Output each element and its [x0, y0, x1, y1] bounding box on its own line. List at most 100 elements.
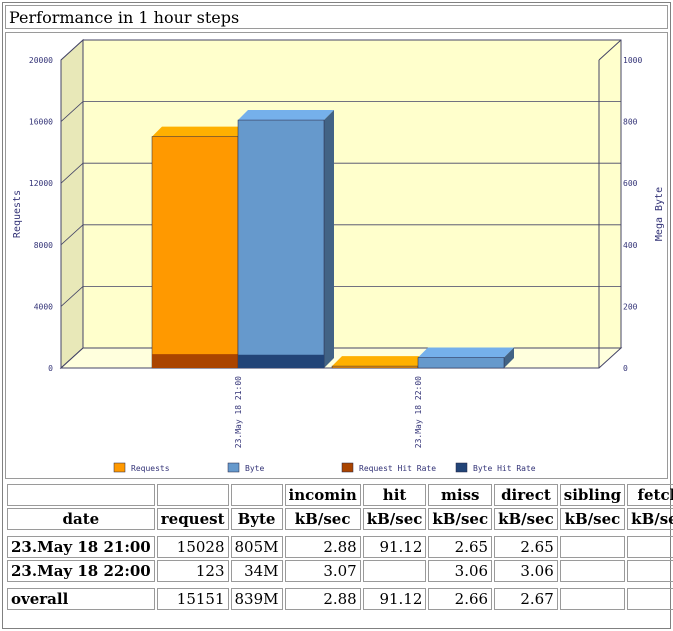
row-label: 23.May 18 21:00: [7, 536, 155, 558]
column-header: [7, 484, 155, 506]
y-left-tick-label: 16000: [29, 118, 53, 127]
x-tick-label: 23.May 18 21:00: [234, 376, 243, 448]
column-header: kB/sec: [559, 508, 626, 530]
legend-label: Byte Hit Rate: [473, 464, 536, 473]
chart-panel: 0 4000 8000 12000 16000 20000 0 200 400 600 800 100…: [5, 32, 668, 479]
stats-table: incominhitmissdirectsiblingfetchdaterequ…: [5, 482, 673, 612]
table-cell: [362, 560, 427, 582]
row-label: overall: [7, 588, 155, 610]
column-header: incomin: [284, 484, 361, 506]
column-header: [230, 484, 283, 506]
table-cell: 34M: [230, 560, 283, 582]
row-separator-cell: [7, 532, 673, 534]
y-left-tick-label: 8000: [34, 241, 53, 250]
plot-right-top-edge: [598, 39, 622, 61]
bar-byte-side: [504, 347, 514, 368]
total-row: overall 15151 839M 2.88 91.12 2.66 2.67: [7, 588, 673, 610]
column-header: kB/sec: [494, 508, 558, 530]
legend-swatch: [341, 462, 354, 473]
column-header: kB/sec: [362, 508, 427, 530]
gridline-side: [60, 162, 84, 184]
bar-byte-side: [324, 110, 334, 368]
table-cell: 91.12: [362, 536, 427, 558]
y-right-tick-label: 200: [623, 302, 638, 311]
legend-swatch: [455, 462, 468, 473]
page-title: Performance in 1 hour steps: [9, 8, 240, 27]
bar-requests-top: [332, 356, 428, 367]
bar-byte-top: [238, 110, 334, 121]
plot-left-wall: [60, 38, 84, 370]
gridline-side: [60, 347, 84, 369]
table-cell: 3.07: [284, 560, 361, 582]
table-cell: 2.88: [284, 536, 361, 558]
y-right-axis-title: Mega Byte: [654, 187, 665, 241]
table-cell: 3.06: [428, 560, 493, 582]
bar-request-hit-rate: [152, 354, 238, 368]
header-row: date request Byte kB/sec kB/sec kB/sec kB/sec k…: [7, 508, 673, 530]
row-separator: [7, 532, 673, 534]
y-right-tick-label: 0: [623, 364, 628, 373]
table-cell: [559, 536, 626, 558]
y-left-tick-label: 20000: [29, 56, 53, 65]
column-header: kB/sec: [284, 508, 361, 530]
y-right-tick-label: 600: [623, 179, 638, 188]
column-header: direct: [494, 484, 558, 506]
legend-swatch: [227, 462, 240, 473]
table-cell: 15028: [156, 536, 229, 558]
bar-byte-top: [418, 347, 514, 358]
row-separator: [7, 584, 673, 586]
performance-chart: 0 4000 8000 12000 16000 20000 0 200 400 600 800 100…: [12, 38, 665, 473]
bar-byte: [417, 357, 505, 369]
bar-byte: [237, 119, 325, 369]
header-row: incominhitmissdirectsiblingfetch: [7, 484, 673, 506]
column-header: request: [156, 508, 229, 530]
column-header: fetch: [627, 484, 673, 506]
table-cell: 2.65: [428, 536, 493, 558]
table-cell: [627, 588, 673, 610]
table-row: 23.May 18 21:00 15028 805M 2.88 91.12 2.65 2.6…: [7, 536, 673, 558]
table-cell: 15151: [156, 588, 229, 610]
column-header: hit: [362, 484, 427, 506]
table-cell: 839M: [230, 588, 283, 610]
row-separator-cell: [7, 584, 673, 586]
x-tick-label: 23.May 18 22:00: [414, 376, 423, 448]
table-cell: 805M: [230, 536, 283, 558]
table-cell: 3.06: [494, 560, 558, 582]
table-cell: 2.88: [284, 588, 361, 610]
legend-label: Requests: [131, 464, 170, 473]
table-cell: 2.65: [494, 536, 558, 558]
table-cell: [559, 560, 626, 582]
table-cell: [627, 536, 673, 558]
table-cell: 123: [156, 560, 229, 582]
gridline-side: [60, 101, 84, 122]
y-left-tick-label: 12000: [29, 179, 53, 188]
legend-label: Byte: [245, 464, 264, 473]
column-header: sibling: [559, 484, 626, 506]
bar-requests-top: [152, 126, 248, 137]
table-cell: [627, 560, 673, 582]
column-header: [156, 484, 229, 506]
y-right-tick-label: 1000: [623, 56, 642, 65]
table-cell: 2.66: [428, 588, 493, 610]
y-left-tick-label: 0: [48, 364, 53, 373]
column-header: kB/sec: [428, 508, 493, 530]
gridline-side: [60, 224, 84, 246]
y-right-tick-label: 400: [623, 241, 638, 250]
column-header: Byte: [230, 508, 283, 530]
column-header: date: [7, 508, 155, 530]
gridline-side: [60, 286, 84, 307]
title-box: Performance in 1 hour steps: [5, 5, 668, 29]
bar-requests: [331, 365, 419, 369]
y-left-tick-label: 4000: [34, 302, 53, 311]
bar-requests: [151, 136, 239, 369]
legend-label: Request Hit Rate: [359, 464, 436, 473]
column-header: miss: [428, 484, 493, 506]
column-header: kB/sec: [627, 508, 673, 530]
table-cell: [559, 588, 626, 610]
table-cell: 91.12: [362, 588, 427, 610]
gridline-side: [60, 39, 84, 61]
row-label: 23.May 18 22:00: [7, 560, 155, 582]
legend-swatch: [113, 462, 126, 473]
y-right-tick-label: 800: [623, 118, 638, 127]
